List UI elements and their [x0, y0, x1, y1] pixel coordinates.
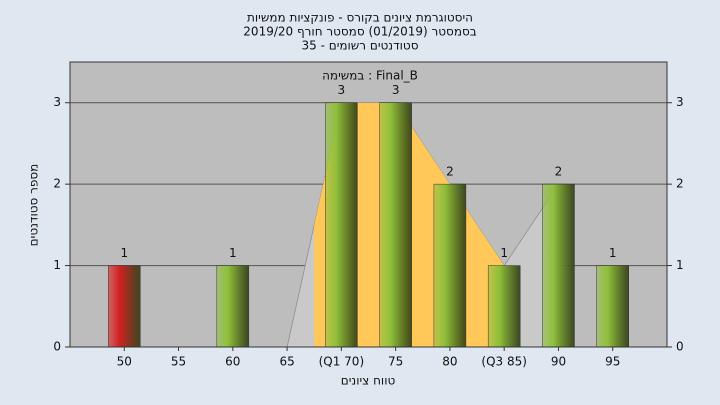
chart-subtitle: בסמסטר (01/2019) סמסטר חורף 2019/20	[243, 25, 476, 39]
value-label: 2	[555, 165, 563, 179]
x-axis-label: טווח ציונים	[341, 374, 396, 388]
bar	[216, 265, 250, 348]
value-label: 3	[338, 83, 346, 97]
y2-tick-label: 1	[676, 258, 684, 272]
bar	[433, 183, 467, 348]
x-tick-label: 50	[117, 355, 132, 369]
value-label: 1	[500, 246, 508, 260]
y-tick-label: 1	[53, 258, 61, 272]
x-tick-label: 90	[551, 355, 566, 369]
value-label: 1	[229, 246, 237, 260]
x-tick-label: (Q3 85)	[481, 355, 527, 369]
bar	[542, 183, 575, 348]
y2-tick-label: 0	[676, 340, 684, 354]
x-tick-label: 95	[605, 355, 620, 369]
value-label: 1	[609, 246, 617, 260]
y-tick-label: 0	[53, 340, 61, 354]
chart-title: היסטוגרמת ציונים בקורס - פונקציות ממשיות	[247, 11, 473, 25]
value-label: 1	[120, 246, 128, 260]
value-label: 2	[446, 165, 454, 179]
y2-tick-label: 3	[676, 95, 684, 109]
plot-border	[69, 61, 668, 348]
chart-subtitle: סטודנטים רשומים - 35	[301, 39, 418, 53]
x-tick-label: 80	[442, 355, 457, 369]
x-tick-label: 55	[171, 355, 186, 369]
bar	[379, 102, 412, 348]
y-tick-label: 2	[53, 177, 61, 191]
x-tick-label: 75	[388, 355, 403, 369]
y-tick-label: 3	[53, 95, 61, 109]
x-tick-label: 65	[279, 355, 294, 369]
bar	[487, 265, 521, 348]
x-tick-label: (Q1 70)	[319, 355, 365, 369]
bar	[325, 102, 358, 348]
value-label: 3	[392, 83, 400, 97]
bar	[596, 265, 629, 348]
bar	[108, 265, 141, 348]
x-tick-label: 60	[225, 355, 240, 369]
y-axis-label: מספר סטודנטים	[27, 164, 41, 247]
annotation: במשימה : Final_B	[322, 69, 418, 83]
y2-tick-label: 2	[676, 177, 684, 191]
